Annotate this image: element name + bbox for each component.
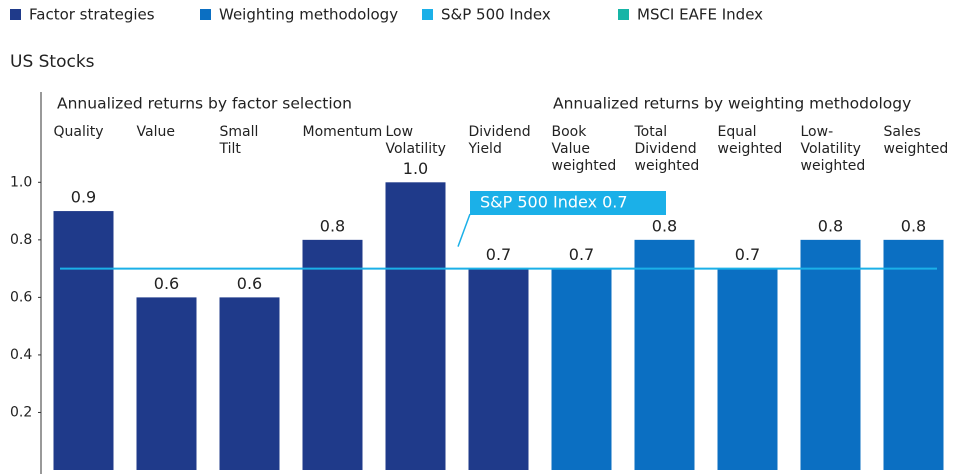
legend-label: S&P 500 Index bbox=[441, 6, 551, 24]
data-label: 0.6 bbox=[237, 274, 262, 293]
x-category-label: Equal weighted bbox=[718, 124, 783, 157]
annotation: S&P 500 Index 0.7 bbox=[480, 193, 628, 212]
group-title: Annualized returns by weighting methodol… bbox=[553, 95, 911, 113]
y-tick-label: 0.4 bbox=[10, 347, 32, 363]
x-category-label: Total Dividend weighted bbox=[634, 124, 700, 174]
x-category-label: Low Volatility bbox=[386, 124, 446, 157]
chart-title: US Stocks bbox=[10, 52, 95, 72]
x-category-label: Small Tilt bbox=[219, 124, 259, 157]
data-label: 0.7 bbox=[569, 245, 594, 264]
y-tick-label: 0.8 bbox=[10, 232, 32, 248]
data-label: 0.7 bbox=[735, 245, 760, 264]
bar bbox=[800, 239, 861, 470]
bar bbox=[136, 297, 197, 470]
x-category-label: Quality bbox=[54, 124, 104, 140]
bar bbox=[717, 268, 778, 470]
x-category-label: Momentum bbox=[303, 124, 383, 140]
bar bbox=[468, 268, 529, 470]
bar bbox=[883, 239, 944, 470]
legend-label: Weighting methodology bbox=[219, 6, 398, 24]
legend-swatch bbox=[10, 9, 21, 20]
legend-swatch bbox=[422, 9, 433, 20]
data-label: 0.7 bbox=[486, 245, 511, 264]
bar bbox=[385, 182, 446, 471]
x-category-label: Value bbox=[137, 124, 175, 140]
legend-swatch bbox=[618, 9, 629, 20]
data-label: 0.8 bbox=[818, 216, 843, 235]
data-label: 0.8 bbox=[320, 216, 345, 235]
x-category-label: Dividend Yield bbox=[468, 124, 531, 157]
data-label: 0.8 bbox=[652, 216, 677, 235]
bar bbox=[302, 239, 363, 470]
bar bbox=[551, 268, 612, 470]
y-tick-label: 1.0 bbox=[10, 174, 32, 190]
legend-swatch bbox=[200, 9, 211, 20]
annotation-leader bbox=[457, 213, 471, 247]
data-label: 0.9 bbox=[71, 188, 96, 207]
data-label: 1.0 bbox=[403, 159, 428, 178]
bar bbox=[53, 211, 114, 471]
y-tick-label: 0.6 bbox=[10, 289, 32, 305]
x-category-label: Book Value weighted bbox=[552, 124, 617, 174]
legend-label: MSCI EAFE Index bbox=[637, 6, 763, 24]
data-label: 0.6 bbox=[154, 274, 179, 293]
data-label: 0.8 bbox=[901, 216, 926, 235]
legend-label: Factor strategies bbox=[29, 6, 155, 24]
annotation-box bbox=[470, 191, 666, 215]
group-title: Annualized returns by factor selection bbox=[57, 95, 352, 113]
y-tick-label: 0.2 bbox=[10, 404, 32, 420]
x-category-label: Sales weighted bbox=[884, 124, 949, 157]
x-category-label: Low-Volatility weighted bbox=[801, 124, 866, 174]
bar bbox=[634, 239, 695, 470]
bar bbox=[219, 297, 280, 470]
